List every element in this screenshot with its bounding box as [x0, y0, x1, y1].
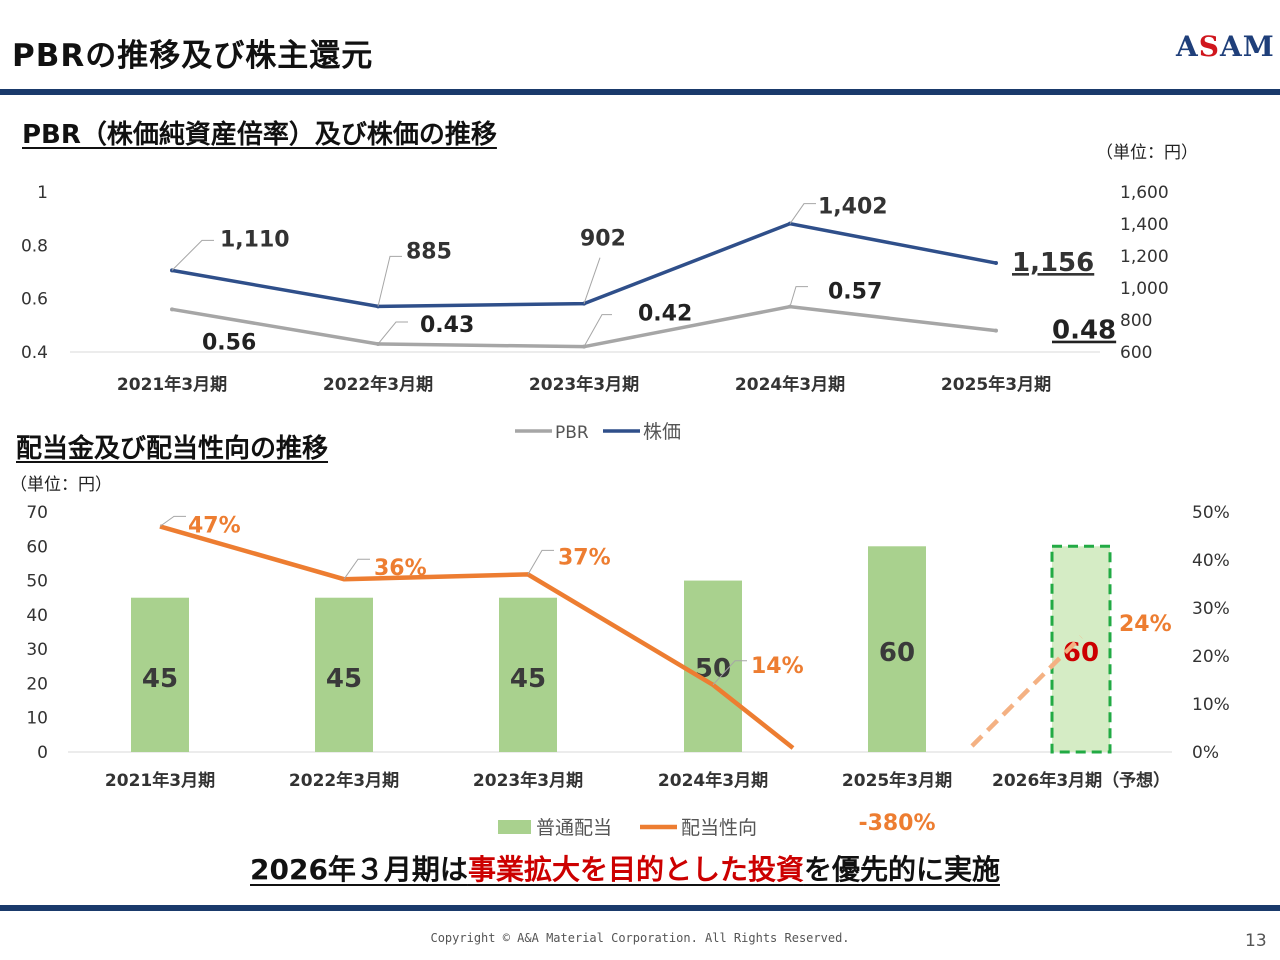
dividend-bar-5 [1050, 544, 1112, 754]
dividend-x-tick-0: 2021年3月期 [105, 770, 215, 791]
pbr-series-line [171, 304, 997, 349]
dividend-left-tick-50: 50 [26, 572, 48, 592]
legend-price-label: 株価 [643, 421, 681, 443]
pbr-right-tick-1,600: 1,600 [1120, 183, 1169, 203]
legend-payout-label: 配当性向 [681, 817, 757, 839]
pbr-section-title: PBR（株価純資産倍率）及び株価の推移 [22, 120, 497, 150]
pbr-right-tick-600: 600 [1120, 343, 1152, 363]
pbr-right-tick-1,000: 1,000 [1120, 279, 1169, 299]
page-number: 13 [1245, 931, 1267, 951]
payout-label-leader-0 [159, 515, 186, 527]
dividend-right-tick-10%: 10% [1192, 695, 1230, 715]
pbr-x-tick-3: 2024年3月期 [735, 374, 845, 395]
dividend-bar-1 [315, 597, 373, 752]
payout-data-label-2: 37% [558, 545, 611, 570]
price-data-label-0: 1,110 [220, 227, 290, 252]
dividend-right-tick-50%: 50% [1192, 503, 1230, 523]
dividend-bar-0 [131, 597, 189, 752]
pbr-data-label-2: 0.42 [638, 302, 692, 327]
dividend-bar-label-1: 45 [326, 664, 362, 694]
pbr-left-tick-0.4: 0.4 [21, 343, 48, 363]
dividend-left-tick-20: 20 [26, 674, 48, 694]
pbr-right-tick-1,400: 1,400 [1120, 215, 1169, 235]
dividend-left-tick-30: 30 [26, 640, 48, 660]
price-data-label-3: 1,402 [818, 195, 888, 220]
price-label-leader-0 [171, 239, 214, 271]
copyright-text: Copyright © A&A Material Corporation. Al… [430, 931, 850, 945]
header-rule [0, 89, 1280, 95]
payout-data-label-1: 36% [374, 556, 427, 581]
company-logo: ASAM [1176, 30, 1275, 63]
dividend-x-tick-2: 2023年3月期 [473, 770, 583, 791]
pbr-right-tick-1,200: 1,200 [1120, 247, 1169, 267]
payout-forecast-line [970, 635, 1083, 748]
pbr-label-leader-3 [789, 286, 808, 307]
dividend-right-tick-20%: 20% [1192, 647, 1230, 667]
bottom-note-highlight: 事業拡大を目的とした投資 [467, 853, 804, 886]
dividend-left-tick-40: 40 [26, 606, 48, 626]
dividend-left-tick-0: 0 [37, 743, 48, 763]
dividend-left-tick-70: 70 [26, 503, 48, 523]
pbr-left-tick-0.6: 0.6 [21, 290, 48, 310]
dividend-right-tick-0%: 0% [1192, 743, 1219, 763]
dividend-bar-3 [684, 580, 742, 752]
price-label-leader-3 [789, 203, 816, 224]
price-label-leader-1 [377, 255, 402, 307]
dividend-right-tick-30%: 30% [1192, 599, 1230, 619]
pbr-x-tick-1: 2022年3月期 [323, 374, 433, 395]
pbr-label-leader-2 [583, 314, 612, 347]
dividend-section-title: 配当金及び配当性向の推移 [16, 434, 329, 464]
dividend-x-tick-1: 2022年3月期 [289, 770, 399, 791]
pbr-point-4 [994, 328, 998, 333]
dividend-bar-4 [868, 546, 926, 752]
dividend-bar-label-0: 45 [142, 664, 178, 694]
pbr-x-tick-0: 2021年3月期 [117, 374, 227, 395]
dividend-left-tick-60: 60 [26, 537, 48, 557]
legend-dividend-label: 普通配当 [536, 817, 612, 839]
pbr-point-0 [170, 307, 174, 312]
pbr-data-label-4: 0.48 [1052, 316, 1116, 346]
dividend-x-tick-5: 2026年3月期（予想） [992, 770, 1170, 791]
footer-rule [0, 905, 1280, 911]
price-data-label-2: 902 [580, 227, 626, 252]
pbr-x-tick-2: 2023年3月期 [529, 374, 639, 395]
legend-dividend-swatch [498, 820, 531, 834]
pbr-left-tick-0.8: 0.8 [21, 236, 48, 256]
pbr-x-tick-4: 2025年3月期 [941, 374, 1051, 395]
price-data-label-1: 885 [406, 239, 452, 264]
price-label-leader-2 [583, 257, 601, 304]
bottom-note: 2026年３月期は事業拡大を目的とした投資を優先的に実施 [250, 853, 1000, 886]
pbr-data-label-0: 0.56 [202, 330, 256, 355]
dividend-x-tick-3: 2024年3月期 [658, 770, 768, 791]
pbr-right-tick-800: 800 [1120, 311, 1152, 331]
payout-label-leader-3 [712, 660, 747, 686]
price-data-label-4: 1,156 [1012, 248, 1094, 278]
payout-data-label-4: -380% [858, 811, 935, 836]
dividend-bar-2 [499, 597, 557, 752]
payout-label-leader-2 [527, 549, 554, 575]
dividend-bar-label-4: 60 [879, 638, 915, 668]
legend-pbr-label: PBR [555, 423, 589, 443]
dividend-bar-label-5: 60 [1063, 638, 1099, 668]
dividend-bar-label-2: 45 [510, 664, 546, 694]
pbr-left-tick-1: 1 [37, 183, 48, 203]
dividend-left-tick-10: 10 [26, 709, 48, 729]
payout-label-leader-1 [343, 558, 370, 580]
dividend-x-tick-4: 2025年3月期 [842, 770, 952, 791]
payout-data-label-3: 14% [751, 654, 804, 679]
price-point-4 [994, 261, 998, 266]
pbr-data-label-1: 0.43 [420, 313, 474, 338]
pbr-unit-label: （単位：円） [1096, 143, 1198, 163]
dividend-right-tick-40%: 40% [1192, 551, 1230, 571]
pbr-label-leader-1 [377, 321, 408, 345]
payout-data-label-0: 47% [188, 513, 241, 538]
pbr-data-label-3: 0.57 [828, 280, 882, 305]
slide-title: PBRの推移及び株主還元 [12, 38, 374, 74]
payout-data-label-5: 24% [1119, 612, 1172, 637]
dividend-unit-label: （単位：円） [10, 475, 112, 495]
